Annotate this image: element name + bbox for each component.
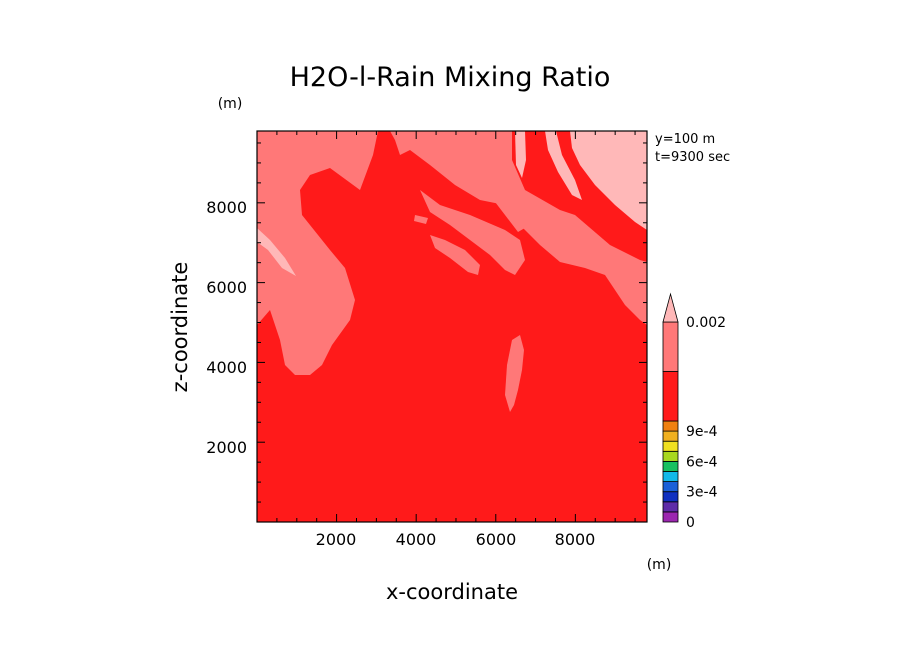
x-tick-label: 2000 [316,530,357,549]
colorbar-label: 9e-4 [686,424,718,440]
colorbar-label: 3e-4 [686,485,718,501]
field-band-2 [545,131,582,200]
colorbar-swatch [662,430,679,442]
tick-marks [256,131,647,523]
plot-frame [256,130,648,523]
colorbar-swatch [662,460,679,472]
x-unit-label: (m) [647,557,672,573]
colorbar-swatch [662,420,679,432]
colorbar-label: 6e-4 [686,454,718,470]
y-tick-label: 4000 [206,358,247,377]
colorbar-swatch [662,491,679,503]
field-region-left [257,131,378,375]
chart-title: H2O-l-Rain Mixing Ratio [290,62,611,93]
x-tick-label: 4000 [396,530,437,549]
colorbar-swatch [662,321,679,372]
y-tick-label: 6000 [206,278,247,297]
field-streak-4 [414,215,428,224]
field-region-left-pale [257,228,296,276]
field-streak-1 [420,190,525,275]
x-tick-labels: 2000 4000 6000 8000 [316,530,596,549]
y-tick-label: 8000 [206,198,247,217]
plot-area [256,130,648,523]
colorbar-swatch [662,371,679,422]
annotation-t: t=9300 sec [655,150,730,165]
colorbar-swatch [662,440,679,452]
y-unit-label: (m) [218,96,243,112]
colorbar-extend-triangle [662,292,679,323]
colorbar-label: 0 [686,515,695,531]
x-axis-label: x-coordinate [386,580,518,604]
annotation-y: y=100 m [655,132,715,147]
field-region-top [390,131,647,325]
field-streak-3 [485,180,530,232]
colorbar-swatch [662,511,679,523]
y-axis-label: z-coordinate [168,262,192,393]
colorbar-swatch [662,481,679,493]
field-streak-vertical [505,335,524,412]
field-band-3 [628,131,647,180]
field-region-right-pale [570,131,647,230]
y-tick-label: 2000 [206,438,247,457]
colorbar-swatch [662,471,679,483]
x-tick-label: 6000 [476,530,517,549]
x-tick-label: 8000 [555,530,596,549]
colorbar: 0 3e-4 6e-4 9e-4 0.002 [662,292,726,531]
colorbar-label: 0.002 [686,315,726,331]
y-tick-labels: 2000 4000 6000 8000 [206,198,247,457]
field-streak-2 [430,235,480,275]
colorbar-swatch [662,450,679,462]
colorbar-swatch [662,501,679,513]
field-band-1 [515,131,526,178]
